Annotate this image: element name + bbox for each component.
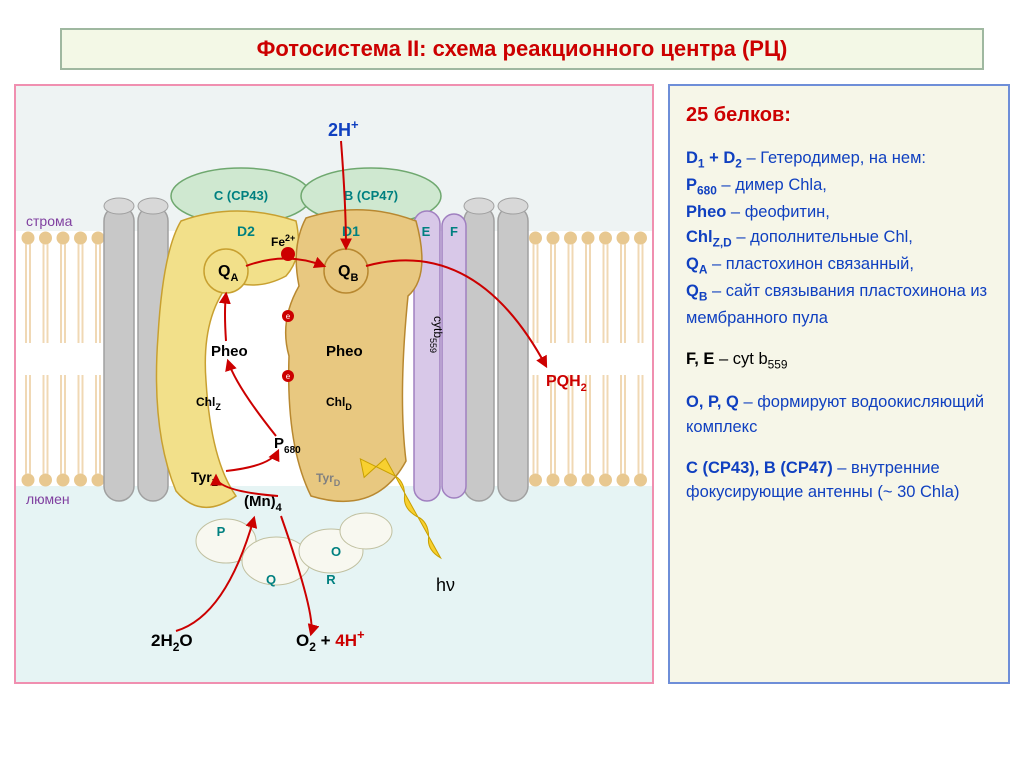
legend-line-cp: C (CP43), B (CP47) – внутренние фокусиру…: [686, 456, 992, 506]
legend-line-pheo: Pheo – феофитин,: [686, 200, 992, 225]
svg-text:люмен: люмен: [26, 491, 70, 507]
legend-panel: 25 белков: D1 + D2 – Гетеродимер, на нем:…: [668, 84, 1010, 684]
svg-text:hν: hν: [436, 575, 455, 595]
legend-line-p680: P680 – димер Chla,: [686, 173, 992, 200]
diagram-svg: C (CP43)B (CP47)EFD2D1QAQBFe2+eePheoPheo…: [16, 86, 652, 682]
legend-line-qa: QA – пластохинон связанный,: [686, 252, 992, 279]
diagram-container: C (CP43)B (CP47)EFD2D1QAQBFe2+eePheoPheo…: [14, 84, 654, 684]
legend-line-opq: O, P, Q – формируют водоокисляющий компл…: [686, 390, 992, 440]
svg-text:F: F: [450, 224, 458, 239]
legend-heading: 25 белков:: [686, 100, 992, 130]
svg-text:P: P: [217, 524, 226, 539]
svg-text:строма: строма: [26, 213, 73, 229]
svg-text:B (CP47): B (CP47): [344, 188, 398, 203]
svg-text:Q: Q: [266, 572, 276, 587]
svg-text:D2: D2: [237, 223, 255, 239]
svg-text:O: O: [331, 544, 341, 559]
legend-line-chlzd: ChlZ,D – дополнительные Chl,: [686, 225, 992, 252]
page-title: Фотосистема II: схема реакционного центр…: [60, 28, 984, 70]
svg-text:e: e: [286, 372, 291, 381]
legend-line-qb: QB – сайт связывания пластохинона из мем…: [686, 279, 992, 331]
svg-text:Pheo: Pheo: [211, 343, 248, 360]
legend-line-d1d2: D1 + D2 – Гетеродимер, на нем:: [686, 146, 992, 173]
svg-text:O2 + 4H+: O2 + 4H+: [296, 627, 365, 654]
svg-text:R: R: [326, 572, 336, 587]
svg-text:E: E: [422, 224, 431, 239]
legend-line-fe: F, E – cyt b559: [686, 347, 992, 374]
svg-text:C (CP43): C (CP43): [214, 188, 268, 203]
svg-text:e: e: [286, 312, 291, 321]
svg-text:Pheo: Pheo: [326, 343, 363, 360]
